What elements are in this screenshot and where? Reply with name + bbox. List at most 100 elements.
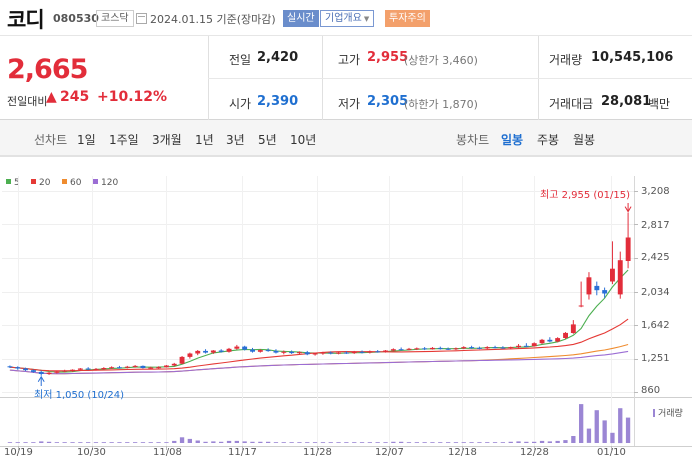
volume-bar [179, 437, 185, 443]
candle-body [492, 347, 498, 349]
candle-body [117, 367, 122, 369]
candle-body [234, 346, 240, 349]
candle-body [406, 348, 412, 350]
period-1d[interactable]: 1일 [77, 133, 96, 147]
candle-body [140, 365, 146, 368]
volume-bar [164, 442, 169, 443]
period-3m[interactable]: 3개월 [152, 133, 182, 147]
candle-body [226, 348, 232, 352]
high-value: 2,955 [367, 50, 409, 65]
volume-bar [618, 408, 623, 444]
volume-bar [273, 442, 279, 443]
period-1w[interactable]: 1주일 [109, 133, 139, 147]
candle-body [164, 365, 169, 368]
volume-bar [133, 442, 138, 443]
candle-body [171, 363, 177, 366]
candle-body [93, 368, 99, 370]
open-value: 2,390 [257, 94, 299, 109]
trade-value: 28,081 [601, 94, 652, 109]
volume-bar [289, 442, 294, 443]
low-marker-arrow [37, 375, 45, 382]
period-3y[interactable]: 3년 [226, 133, 245, 147]
volume-label: 거래량 [549, 53, 583, 67]
candle-body [539, 339, 545, 344]
candle-body [124, 366, 130, 368]
volume-bar [70, 442, 75, 443]
candle-body [547, 339, 553, 342]
volume-bar [250, 441, 255, 443]
volume-bar [31, 442, 36, 443]
candle-body [195, 350, 201, 354]
volume-bar [375, 442, 380, 443]
change-label: 전일대비 [7, 95, 48, 108]
candle-body [265, 350, 271, 352]
x-tick-label: 10/30 [77, 447, 106, 458]
candle-body [85, 368, 91, 370]
low-value: 2,305 [367, 94, 409, 109]
y-tick-label: 2,034 [641, 287, 670, 298]
volume-bar [453, 442, 459, 443]
volume-bar [62, 442, 67, 443]
candle-body [15, 367, 21, 369]
candle-body [210, 350, 216, 353]
y-tick-label: 2,817 [641, 220, 670, 231]
low-label: 저가 [338, 97, 361, 111]
volume-bar [211, 441, 216, 443]
caution-badge: 투자주의 [385, 10, 430, 27]
volume-bar [563, 440, 568, 443]
volume-bar [461, 442, 466, 443]
candle-body [132, 365, 138, 367]
price-chart[interactable] [0, 156, 692, 475]
company-info-label: 기업개요 [325, 13, 362, 24]
candle-body [54, 371, 60, 373]
volume-bar [93, 442, 99, 443]
volume-bar [602, 420, 607, 443]
legend-ma60: 60 [62, 178, 81, 188]
legend-ma120: 120 [93, 178, 118, 188]
candle-body [46, 372, 52, 374]
volume-bar [579, 404, 584, 443]
candle-body [218, 350, 224, 352]
candle-body [156, 367, 162, 369]
candle-body [328, 352, 334, 354]
volume-bar [422, 442, 427, 443]
prev-close-value: 2,420 [257, 50, 299, 65]
candle-body [359, 351, 365, 353]
volume-bar [477, 442, 482, 443]
y-tick-label: 860 [641, 385, 661, 396]
candle-weekly[interactable]: 주봉 [537, 133, 560, 147]
company-info-dropdown[interactable]: 기업개요 ▼ [320, 10, 375, 27]
candle-daily[interactable]: 일봉 [501, 133, 524, 147]
volume-bar [500, 442, 505, 443]
low-annotation: 최저 1,050 (10/24) [34, 390, 125, 401]
period-5y[interactable]: 5년 [258, 133, 277, 147]
candle-body [289, 351, 295, 354]
candle-body [461, 347, 467, 349]
ma-line-20 [9, 318, 629, 372]
volume-bar [485, 442, 490, 443]
candle-monthly[interactable]: 월봉 [573, 133, 596, 147]
candle-body [257, 350, 263, 352]
volume-bar [226, 440, 232, 443]
volume-bar [125, 442, 130, 443]
volume-bar [101, 442, 106, 443]
volume-bar [352, 442, 357, 443]
candle-body [617, 260, 623, 295]
candle-body [312, 353, 318, 355]
candle-body [297, 352, 302, 354]
high-annotation: 최고 2,955 (01/15) [540, 190, 631, 201]
realtime-button[interactable]: 실시간 [283, 10, 319, 27]
candle-body [594, 285, 600, 291]
volume-bar [109, 442, 114, 443]
legend-swatch [6, 179, 11, 184]
period-10y[interactable]: 10년 [290, 133, 317, 147]
volume-bar [571, 436, 576, 443]
stock-header [0, 0, 692, 36]
legend-label: 120 [101, 178, 119, 188]
candle-body [414, 348, 420, 350]
period-1y[interactable]: 1년 [195, 133, 214, 147]
x-tick-label: 12/07 [375, 447, 404, 458]
volume-bar [54, 442, 59, 443]
volume-bar [234, 440, 239, 443]
candle-body [273, 350, 279, 353]
